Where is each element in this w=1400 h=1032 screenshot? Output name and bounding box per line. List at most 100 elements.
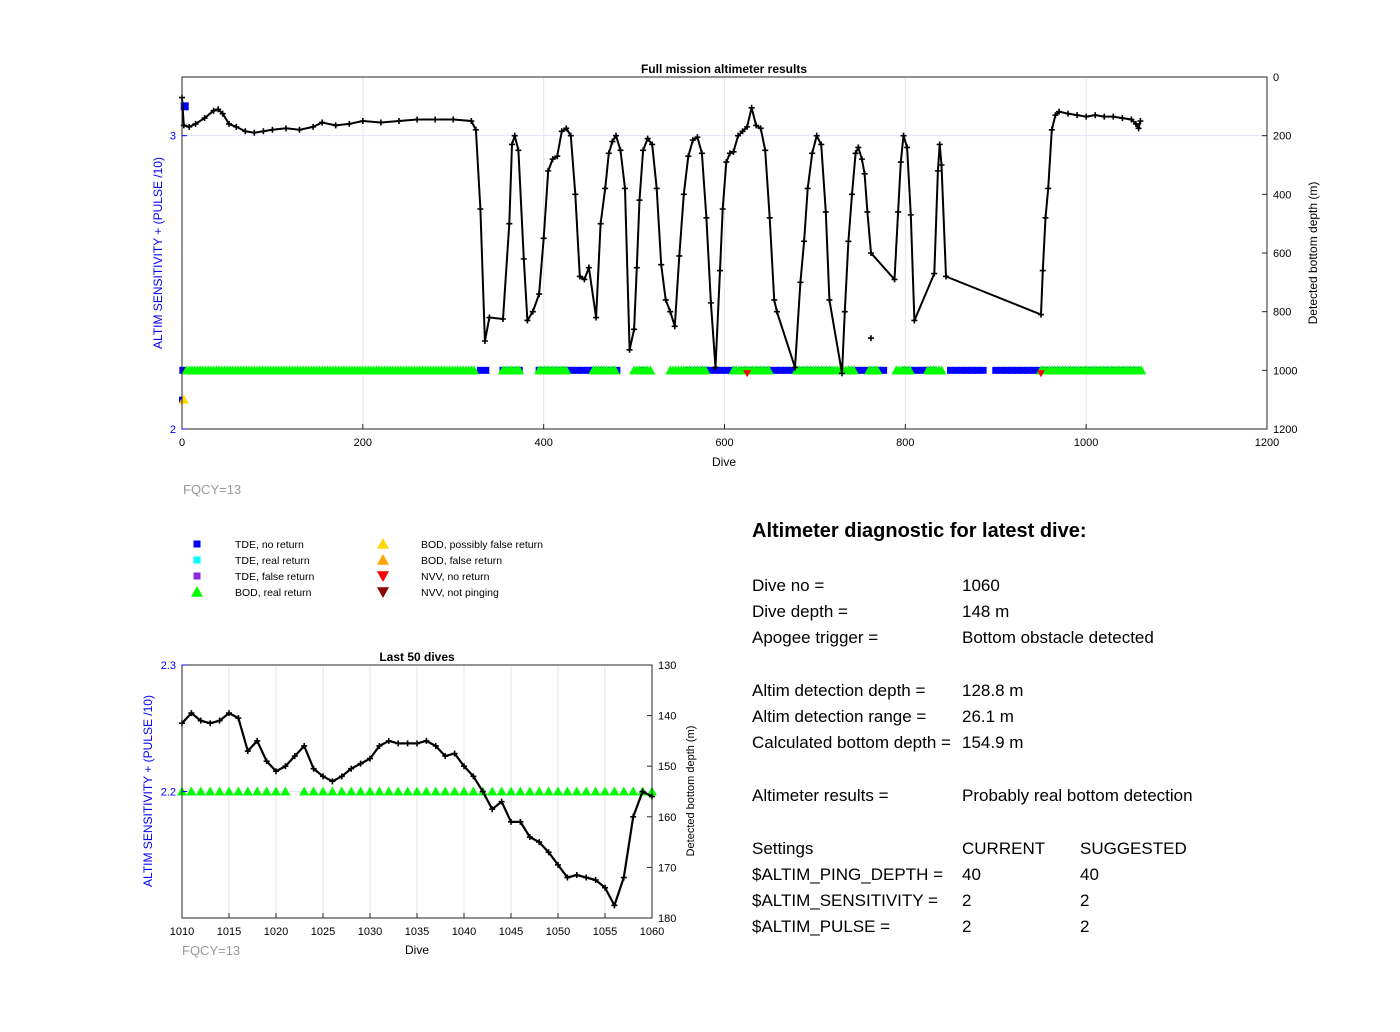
depth-point: [936, 141, 943, 148]
calc-depth-label: Calculated bottom depth =: [752, 733, 951, 752]
depth-point: [771, 296, 778, 303]
depth-point: [489, 806, 496, 813]
depth-point: [841, 308, 848, 315]
depth-point: [377, 119, 384, 126]
legend-label: TDE, no return: [235, 539, 304, 551]
depth-point: [943, 273, 950, 280]
depth-point: [826, 296, 833, 303]
bod-real-return-marker: [506, 786, 516, 796]
ping-depth-current: 40: [962, 865, 981, 884]
depth-point: [739, 128, 746, 135]
bod-real-return-marker: [242, 786, 253, 796]
depth-point: [572, 191, 579, 198]
depth-point: [852, 150, 859, 157]
depth-point: [845, 238, 852, 245]
tde-no-return-marker: [771, 366, 779, 374]
depth-point: [622, 185, 629, 192]
depth-point: [395, 740, 402, 747]
sensitivity-current: 2: [962, 891, 972, 910]
bod-real-return-marker: [393, 786, 404, 796]
depth-point: [1137, 118, 1144, 124]
bod-real-return-marker: [224, 786, 234, 796]
depth-point: [766, 214, 773, 221]
bod-real-return-marker: [346, 786, 357, 796]
tde-no-return-marker: [722, 366, 730, 374]
tde-false-return-legend-marker: [193, 572, 201, 580]
calc-depth-value: 154.9 m: [962, 733, 1024, 752]
bod-real-return-marker: [763, 365, 774, 375]
bod-real-return-marker: [430, 786, 441, 796]
y-right-tick-label: 160: [658, 812, 676, 824]
bod-real-return-marker: [271, 786, 281, 796]
depth-point: [1037, 311, 1044, 318]
x-tick-label: 1040: [452, 926, 476, 938]
depth-point: [499, 316, 506, 322]
depth-point: [813, 132, 820, 139]
tde-no-return-marker: [974, 366, 982, 374]
depth-point: [1128, 116, 1135, 123]
bod-real-return-marker: [904, 365, 915, 375]
x-tick-label: 1055: [593, 926, 617, 938]
bod-real-return-legend-marker: [191, 586, 203, 597]
bod-real-return-marker: [383, 786, 394, 796]
depth-point: [1048, 126, 1055, 133]
depth-point: [188, 710, 195, 717]
depth-point: [839, 370, 846, 377]
sensitivity-label: $ALTIM_SENSITIVITY =: [752, 891, 938, 910]
bod-real-return-marker: [610, 365, 621, 375]
bod-real-return-marker: [421, 786, 432, 796]
settings-label: Settings: [752, 839, 814, 858]
tde-no-return-marker: [476, 366, 484, 374]
depth-point: [744, 123, 751, 130]
depth-point: [540, 235, 547, 242]
depth-point: [631, 326, 638, 333]
x-tick-label: 1050: [546, 926, 570, 938]
x-tick-label: 1030: [358, 926, 382, 938]
tde-no-return-marker: [947, 366, 955, 374]
dive-depth-value: 148 m: [962, 602, 1010, 621]
depth-point: [192, 120, 199, 127]
depth-point: [472, 126, 479, 133]
depth-point: [536, 839, 543, 846]
y-right-tick-label: 1000: [1273, 365, 1297, 377]
depth-point: [617, 147, 624, 154]
x-tick-label: 200: [354, 437, 372, 449]
depth-point: [689, 137, 696, 144]
bod-real-return-marker: [261, 786, 272, 796]
bod-real-return-marker: [600, 786, 610, 796]
dive-no-label: Dive no =: [752, 576, 825, 595]
depth-point: [567, 132, 574, 139]
depth-point: [605, 150, 612, 157]
bod-real-return-marker: [936, 365, 947, 375]
bod-real-return-marker: [205, 786, 216, 796]
depth-point: [707, 299, 714, 306]
bod-possibly-false-marker: [178, 394, 189, 404]
depth-point: [719, 206, 726, 212]
depth-point: [479, 788, 486, 795]
bod-real-return-marker: [195, 786, 206, 796]
depth-point: [450, 116, 457, 123]
depth-point: [563, 125, 570, 132]
depth-point: [269, 126, 276, 133]
tde-no-return-marker: [1003, 366, 1011, 374]
depth-point: [904, 144, 911, 151]
depth-point: [602, 185, 609, 192]
x-tick-label: 1015: [217, 926, 241, 938]
tde-no-return-marker: [180, 102, 189, 111]
altim-range-label: Altim detection range =: [752, 707, 927, 726]
bod-real-return-marker: [252, 786, 263, 796]
last-50-status-markers: [177, 786, 657, 796]
y-right-tick-label: 400: [1273, 189, 1291, 201]
depth-point: [858, 156, 865, 163]
depth-point: [186, 123, 193, 130]
tde-no-return-marker: [482, 366, 490, 374]
depth-point: [536, 291, 543, 298]
depth-point: [1083, 113, 1090, 120]
bod-real-return-marker: [872, 365, 883, 375]
depth-point: [1110, 113, 1117, 120]
depth-point: [338, 773, 345, 780]
last-50-ylabel-left: ALTIM SENSITIVITY + (PULSE /10): [141, 695, 155, 887]
suggested-label: SUGGESTED: [1080, 839, 1187, 858]
full-mission-status-markers: [178, 102, 1147, 404]
